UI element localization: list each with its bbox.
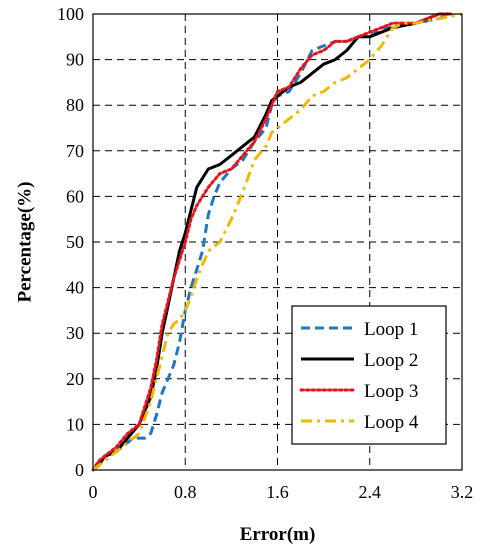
y-tick-label: 70 <box>66 141 84 161</box>
y-tick-label: 80 <box>66 95 84 115</box>
y-tick-label: 90 <box>66 50 84 70</box>
x-tick-label: 3.2 <box>451 482 474 502</box>
series-line-loop-4 <box>92 12 463 472</box>
x-tick-label: 0 <box>89 482 98 502</box>
y-tick-label: 100 <box>57 4 84 24</box>
y-tick-label: 0 <box>75 460 84 480</box>
legend-label-loop-1: Loop 1 <box>364 319 418 340</box>
y-tick-label: 60 <box>66 186 84 206</box>
legend-label-loop-3: Loop 3 <box>364 381 418 402</box>
y-tick-label: 20 <box>66 369 84 389</box>
tick-labels: 0 10 20 30 40 50 60 70 80 90 100 0 0.8 1.6 2.4 3.2 <box>57 4 473 502</box>
y-tick-label: 50 <box>66 232 84 252</box>
y-axis-title: Percentage(%) <box>14 182 35 303</box>
x-axis-title: Error(m) <box>240 524 316 545</box>
series-line-loop-3 <box>91 12 452 472</box>
y-tick-label: 30 <box>66 323 84 343</box>
series-layer <box>91 12 463 472</box>
y-tick-label: 40 <box>66 278 84 298</box>
legend: Loop 1 Loop 2 Loop 3 Loop 4 <box>291 305 447 445</box>
legend-label-loop-4: Loop 4 <box>364 412 419 433</box>
x-tick-label: 2.4 <box>359 482 382 502</box>
legend-label-loop-2: Loop 2 <box>364 350 418 371</box>
plot-frame <box>92 13 463 471</box>
x-tick-label: 0.8 <box>174 482 197 502</box>
y-tick-label: 10 <box>66 414 84 434</box>
x-tick-label: 1.6 <box>266 482 289 502</box>
